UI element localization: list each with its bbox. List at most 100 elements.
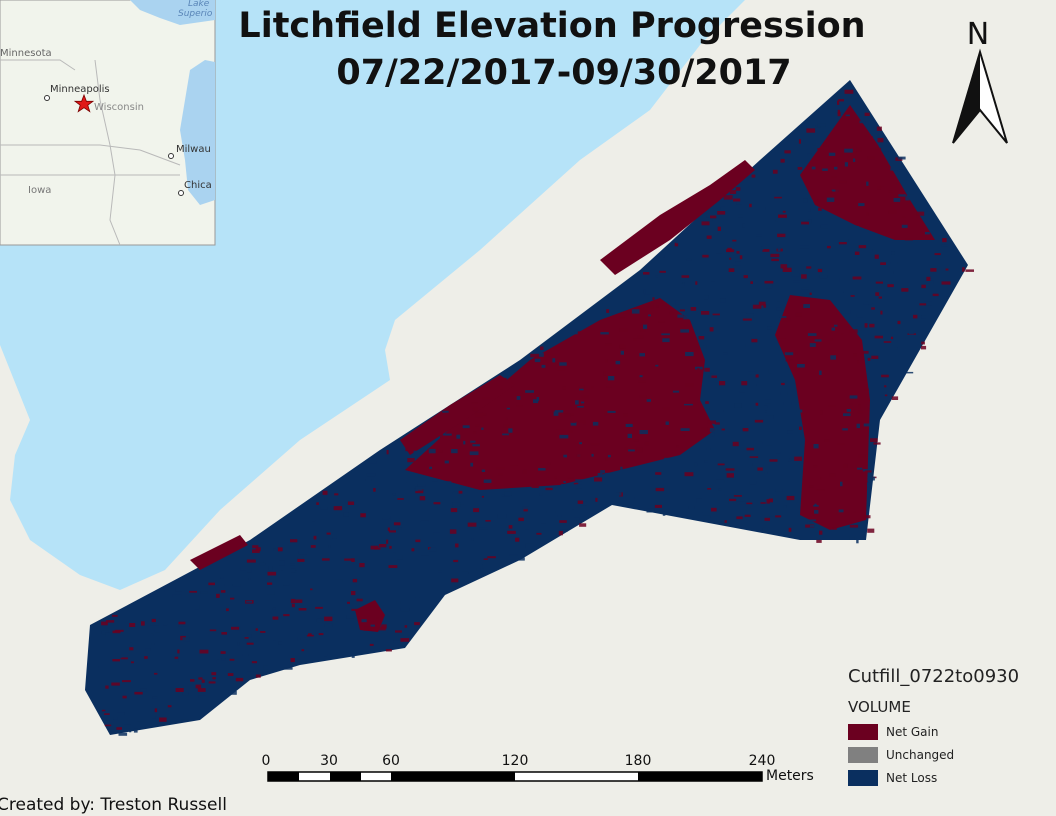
speckle — [704, 367, 710, 372]
speckle — [579, 442, 582, 445]
speckle — [863, 515, 871, 519]
speckle — [573, 482, 579, 485]
speckle — [483, 558, 488, 560]
speckle — [965, 269, 974, 272]
speckle — [189, 590, 197, 593]
inset-lake-superior — [130, 0, 215, 25]
speckle — [152, 696, 158, 699]
speckle — [483, 479, 492, 483]
speckle — [562, 386, 567, 390]
speckle — [732, 239, 737, 242]
speckle — [837, 109, 840, 114]
speckle — [797, 364, 805, 368]
speckle — [290, 598, 296, 604]
speckle — [101, 709, 106, 712]
speckle — [545, 487, 553, 491]
speckle — [508, 525, 513, 529]
speckle — [697, 368, 700, 371]
speckle — [487, 556, 496, 559]
speckle — [600, 470, 605, 474]
speckle — [295, 636, 298, 641]
speckle — [662, 511, 666, 516]
inset-lake-michigan — [180, 60, 215, 205]
speckle — [467, 522, 477, 527]
speckle — [893, 198, 901, 202]
speckle — [898, 194, 906, 197]
inset-label-wisconsin: Wisconsin — [94, 102, 144, 113]
speckle — [906, 194, 915, 197]
speckle — [708, 374, 712, 379]
speckle — [676, 239, 683, 244]
speckle — [875, 147, 882, 150]
legend-swatch-unchanged — [848, 747, 878, 763]
speckle — [160, 588, 165, 592]
speckle — [680, 428, 690, 431]
speckle — [198, 695, 206, 699]
speckle — [834, 166, 838, 170]
speckle — [628, 436, 631, 440]
speckle — [717, 226, 721, 231]
speckle — [643, 324, 648, 329]
speckle — [754, 419, 764, 423]
speckle — [684, 403, 693, 406]
speckle — [808, 219, 812, 224]
speckle — [890, 167, 899, 171]
speckle — [665, 421, 669, 425]
speckle — [615, 492, 622, 496]
speckle — [888, 190, 893, 193]
speckle — [812, 143, 816, 146]
speckle — [876, 185, 882, 190]
speckle — [765, 441, 773, 446]
speckle — [246, 568, 252, 573]
speckle — [644, 441, 650, 446]
speckle — [420, 520, 429, 523]
speckle — [224, 583, 233, 586]
speckle — [291, 568, 296, 573]
speckle — [154, 708, 158, 713]
speckle — [508, 428, 513, 433]
speckle — [764, 280, 774, 284]
speckle — [876, 126, 882, 131]
speckle — [925, 280, 934, 284]
speckle — [540, 346, 544, 350]
speckle — [633, 338, 638, 341]
speckle — [559, 520, 567, 523]
speckle — [848, 98, 856, 101]
speckle — [709, 375, 717, 378]
speckle — [791, 273, 800, 277]
speckle — [175, 587, 183, 592]
speckle — [788, 527, 792, 532]
speckle — [890, 336, 894, 340]
speckle — [726, 249, 735, 253]
speckle — [942, 238, 947, 243]
speckle — [482, 412, 487, 416]
speckle — [765, 415, 774, 420]
speckle — [736, 222, 740, 226]
scale-tick-180: 180 — [625, 753, 652, 769]
speckle — [712, 313, 720, 316]
speckle — [775, 452, 781, 454]
speckle — [856, 147, 863, 152]
speckle — [905, 196, 910, 201]
speckle — [822, 168, 828, 171]
speckle — [719, 381, 726, 386]
speckle — [560, 483, 564, 487]
speckle — [470, 462, 474, 467]
speckle — [201, 679, 205, 683]
speckle — [711, 507, 717, 512]
legend: Cutfill_0722to0930 VOLUME Net Gain Uncha… — [848, 666, 1019, 786]
speckle — [516, 404, 523, 407]
speckle — [789, 458, 796, 461]
speckle — [867, 357, 871, 361]
speckle — [796, 409, 803, 413]
speckle — [845, 114, 850, 117]
speckle — [710, 215, 717, 219]
legend-swatch-net-loss — [848, 770, 878, 786]
speckle — [347, 601, 350, 604]
speckle — [702, 515, 711, 518]
speckle — [574, 329, 578, 335]
speckle — [250, 618, 257, 623]
speckle — [739, 391, 745, 393]
speckle — [438, 450, 443, 453]
speckle — [870, 148, 877, 151]
